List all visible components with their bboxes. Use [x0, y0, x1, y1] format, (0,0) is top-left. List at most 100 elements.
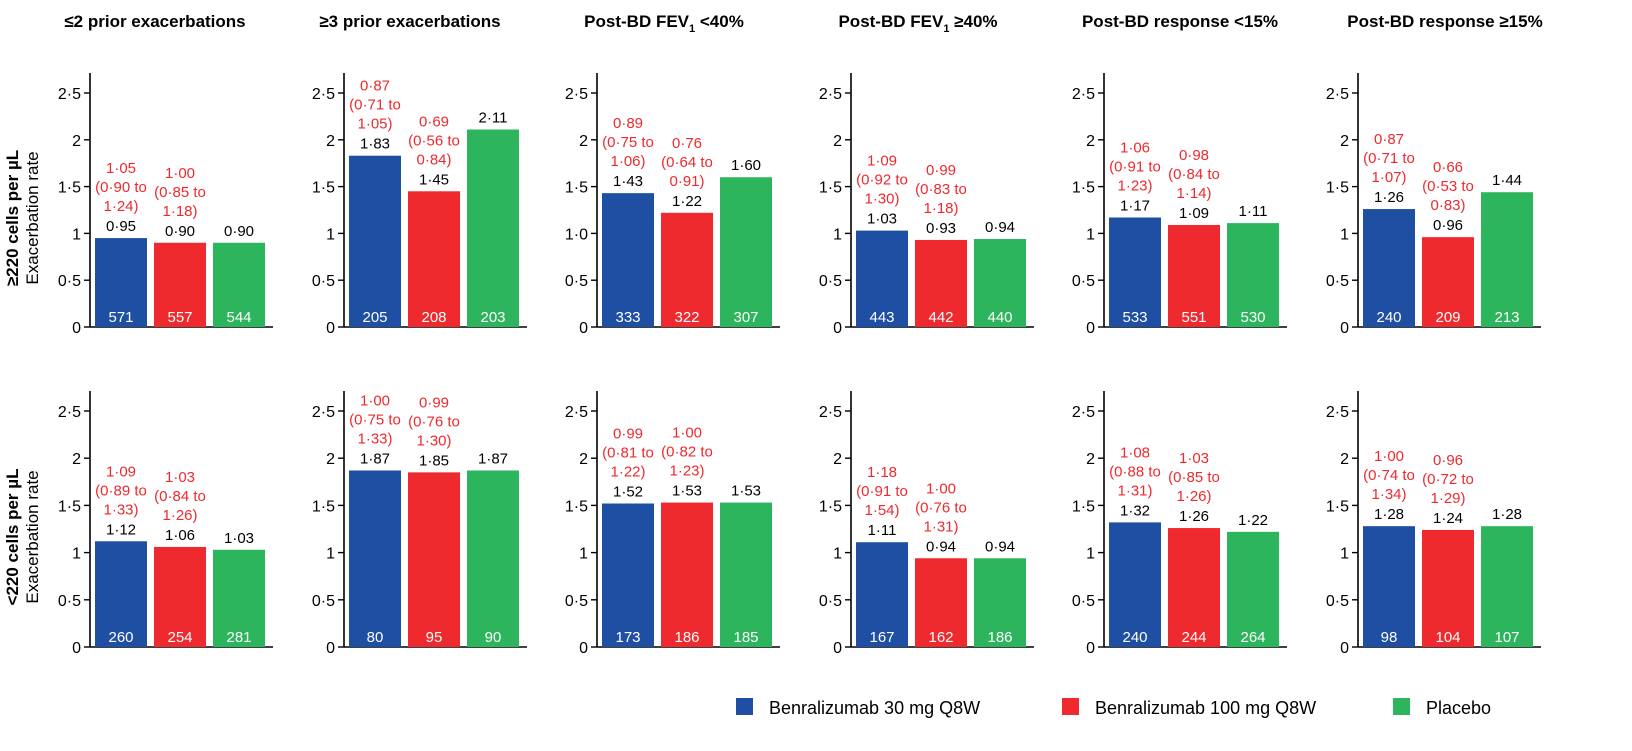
bar-value-label: 1·45	[419, 171, 449, 188]
bar-value-label: 1·24	[1433, 510, 1463, 527]
y-tick-label: 2·5	[312, 86, 335, 103]
y-tick-label: 1	[1086, 546, 1095, 563]
bar-value-label: 1·44	[1492, 172, 1522, 189]
y-tick-label: 1·5	[819, 498, 842, 515]
bar	[602, 193, 654, 327]
bar-n-label: 440	[987, 309, 1012, 326]
bar-n-label: 240	[1376, 309, 1401, 326]
y-tick-label: 2·5	[819, 86, 842, 103]
bar-value-label: 1·22	[1238, 512, 1268, 529]
y-tick-label: 2·5	[1072, 86, 1095, 103]
y-tick-label: 1·5	[312, 180, 335, 197]
y-tick-label: 0·5	[312, 593, 335, 610]
bar	[856, 542, 908, 647]
bar-n-label: 205	[362, 309, 387, 326]
rate-ratio-label: 0·66	[1433, 159, 1463, 176]
bar-value-label: 2·11	[479, 110, 508, 127]
bar-n-label: 209	[1435, 309, 1460, 326]
bar-value-label: 1·06	[165, 527, 195, 544]
bar	[720, 177, 772, 327]
bar-value-label: 1·53	[731, 483, 761, 500]
rate-ratio-label: 1·22)	[610, 464, 645, 481]
y-tick-label: 2	[1340, 451, 1349, 468]
bar	[95, 238, 147, 327]
bar-n-label: 307	[733, 309, 758, 326]
y-tick-label: 0	[833, 640, 842, 657]
y-tick-label: 1	[1340, 546, 1349, 563]
rate-ratio-label: 1·05)	[357, 116, 392, 133]
bar-value-label: 1·11	[1239, 203, 1268, 220]
bar-value-label: 1·26	[1179, 508, 1209, 525]
rate-ratio-label: 0·98	[1179, 147, 1209, 164]
rate-ratio-label: (0·89 to	[95, 482, 147, 499]
bar	[1481, 192, 1533, 327]
bar	[1481, 526, 1533, 647]
y-tick-label: 2	[326, 451, 335, 468]
bar-n-label: 571	[108, 309, 133, 326]
bar-n-label: 557	[167, 309, 192, 326]
y-tick-label: 1	[326, 226, 335, 243]
bar	[856, 230, 908, 327]
rate-ratio-label: 1·18)	[923, 200, 958, 217]
rate-ratio-label: (0·91 to	[1109, 158, 1161, 175]
bar-value-label: 1·85	[419, 452, 449, 469]
y-tick-label: 1·5	[1072, 180, 1095, 197]
y-tick-label: 2	[72, 451, 81, 468]
bar	[467, 470, 519, 647]
bar-n-label: 95	[426, 629, 443, 646]
legend-swatch	[1062, 698, 1079, 715]
y-tick-label: 2	[579, 451, 588, 468]
bar-n-label: 98	[1381, 629, 1398, 646]
rate-ratio-label: (0·81 to	[602, 445, 654, 462]
bar-n-label: 213	[1494, 309, 1519, 326]
rate-ratio-label: 0·99	[926, 162, 956, 179]
y-tick-label: 0	[326, 640, 335, 657]
rate-ratio-label: (0·74 to	[1363, 467, 1415, 484]
y-tick-label: 2·5	[1072, 404, 1095, 421]
y-tick-label: 1	[72, 546, 81, 563]
bar-n-label: 322	[674, 309, 699, 326]
rate-ratio-label: (0·76 to	[915, 499, 967, 516]
rate-ratio-label: 1·00	[926, 480, 956, 497]
bar-n-label: 240	[1122, 629, 1147, 646]
bar-value-label: 1·26	[1374, 189, 1404, 206]
legend-label: Benralizumab 30 mg Q8W	[769, 698, 980, 718]
rate-ratio-label: (0·72 to	[1422, 471, 1474, 488]
bar-n-label: 443	[869, 309, 894, 326]
rate-ratio-label: 1·24)	[103, 198, 138, 215]
y-tick-label: 2	[1086, 133, 1095, 150]
rate-ratio-label: 1·30)	[416, 432, 451, 449]
rate-ratio-label: 1·18	[867, 464, 897, 481]
legend-label: Placebo	[1426, 698, 1491, 718]
bar-n-label: 442	[928, 309, 953, 326]
y-tick-label: 1·5	[58, 498, 81, 515]
row-label: Exacerbation rate	[23, 470, 42, 603]
rate-ratio-label: 0·99	[419, 394, 449, 411]
y-tick-label: 0·5	[1326, 593, 1349, 610]
bar-value-label: 1·03	[224, 530, 254, 547]
bar-n-label: 281	[226, 629, 251, 646]
bar	[661, 212, 713, 327]
y-tick-label: 1	[72, 226, 81, 243]
bar-value-label: 0·96	[1433, 217, 1463, 234]
bar-value-label: 0·94	[985, 538, 1015, 555]
y-tick-label: 0	[1340, 320, 1349, 337]
rate-ratio-label: 1·34)	[1371, 486, 1406, 503]
bar-n-label: 333	[615, 309, 640, 326]
rate-ratio-label: 1·29)	[1430, 490, 1465, 507]
bar	[974, 239, 1026, 327]
rate-ratio-label: (0·91 to	[856, 483, 908, 500]
rate-ratio-label: 0·69	[419, 113, 449, 130]
rate-ratio-label: 1·06)	[610, 153, 645, 170]
bar	[1109, 522, 1161, 647]
y-tick-label: 0·5	[565, 273, 588, 290]
bar-value-label: 1·52	[613, 484, 643, 501]
rate-ratio-label: (0·76 to	[408, 413, 460, 430]
y-tick-label: 0·5	[1326, 273, 1349, 290]
bar-value-label: 0·94	[985, 219, 1015, 236]
y-tick-label: 1·5	[58, 180, 81, 197]
y-tick-label: 1·0	[565, 226, 588, 243]
bar	[1363, 526, 1415, 647]
bar-n-label: 551	[1181, 309, 1206, 326]
bar	[1422, 529, 1474, 647]
